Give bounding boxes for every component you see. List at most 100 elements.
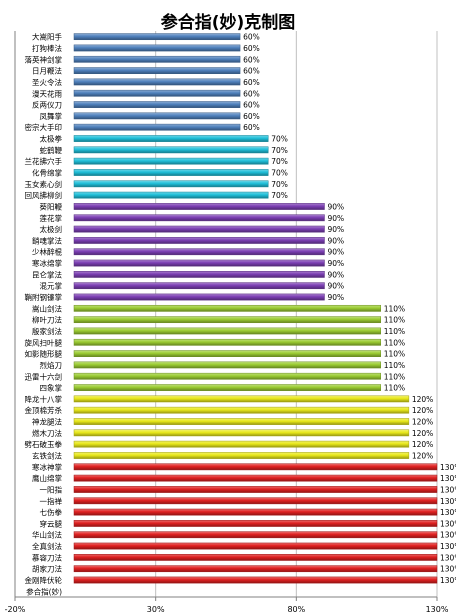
bar xyxy=(73,531,438,539)
category-label: 圣火令法 xyxy=(32,77,62,87)
category-label: 玉女素心剑 xyxy=(25,179,63,189)
bar xyxy=(73,440,410,448)
data-label: 130% xyxy=(440,542,456,551)
category-label: 落英神剑掌 xyxy=(25,54,63,64)
category-label: 穿云腿 xyxy=(40,518,63,528)
category-label: 慕容刀法 xyxy=(32,552,62,562)
data-label: 90% xyxy=(327,214,344,223)
category-label: 神龙腿法 xyxy=(32,417,62,427)
bar xyxy=(73,338,381,346)
bar xyxy=(73,565,438,573)
data-label: 130% xyxy=(440,497,456,506)
bar xyxy=(73,55,241,63)
bar xyxy=(73,372,381,380)
category-label: 太极拳 xyxy=(40,134,63,144)
bar xyxy=(73,406,410,414)
data-label: 120% xyxy=(412,418,433,427)
category-label: 鞘附钢镰掌 xyxy=(25,292,63,302)
x-tick-label: 130% xyxy=(426,605,449,614)
category-label: 漫天花雨 xyxy=(32,88,62,98)
data-label: 60% xyxy=(243,67,260,76)
bar xyxy=(73,293,325,301)
data-label: 120% xyxy=(412,395,433,404)
category-label: 莲花掌 xyxy=(40,213,63,223)
bar xyxy=(73,225,325,233)
data-label: 90% xyxy=(327,293,344,302)
data-label: 60% xyxy=(243,44,260,53)
bar xyxy=(73,497,438,505)
category-label: 寒冰绵掌 xyxy=(32,258,62,268)
data-label: 90% xyxy=(327,259,344,268)
category-label: 太极剑 xyxy=(40,224,63,234)
data-label: 130% xyxy=(440,565,456,574)
bar xyxy=(73,203,325,210)
category-label: 降龙十八掌 xyxy=(25,394,63,404)
bar xyxy=(73,112,241,120)
bar xyxy=(73,282,325,290)
category-label: 蛇鹤鞭 xyxy=(40,145,63,155)
category-label: 打狗棒法 xyxy=(32,43,62,53)
data-label: 130% xyxy=(440,508,456,517)
data-label: 60% xyxy=(243,89,260,98)
bar xyxy=(73,146,269,154)
data-label: 60% xyxy=(243,33,260,42)
category-label: 嵩山剑法 xyxy=(32,303,62,313)
data-label: 110% xyxy=(384,361,405,370)
data-label: 60% xyxy=(243,123,260,132)
data-label: 60% xyxy=(243,55,260,64)
bar xyxy=(73,576,438,584)
category-label: 銷魂掌法 xyxy=(32,235,62,245)
bar xyxy=(73,157,269,165)
data-label: 130% xyxy=(440,519,456,528)
bar xyxy=(73,304,381,312)
category-label: 鹰山绵掌 xyxy=(32,473,62,483)
data-label: 120% xyxy=(412,440,433,449)
data-label: 70% xyxy=(271,169,288,178)
bar xyxy=(73,237,325,244)
category-label: 劈石破玉拳 xyxy=(25,439,63,449)
category-label: 金刚降伏轮 xyxy=(25,575,63,585)
bar xyxy=(73,135,269,142)
data-label: 70% xyxy=(271,146,288,155)
bar xyxy=(73,271,325,278)
category-label: 反两仪刀 xyxy=(32,100,62,110)
data-label: 130% xyxy=(440,576,456,585)
data-label: 120% xyxy=(412,429,433,438)
category-label: 兰花拂穴手 xyxy=(25,156,63,166)
data-label: 90% xyxy=(327,202,344,211)
data-label: 130% xyxy=(440,463,456,472)
category-label: 全真剑法 xyxy=(32,541,62,551)
category-label: 一指禅 xyxy=(40,496,63,506)
bar xyxy=(73,44,241,52)
data-label: 120% xyxy=(412,406,433,415)
bar xyxy=(73,67,241,74)
category-label: 如影随形腿 xyxy=(25,349,63,359)
category-label: 胡家刀法 xyxy=(32,564,62,574)
bar xyxy=(73,395,410,403)
category-label: 殷家剑法 xyxy=(32,326,62,336)
category-label: 化骨绵掌 xyxy=(32,168,62,178)
category-label: 葵阳鞭 xyxy=(40,201,63,211)
data-label: 130% xyxy=(440,485,456,494)
bar xyxy=(73,123,241,131)
category-label: 一阳指 xyxy=(40,484,63,494)
data-label: 60% xyxy=(243,101,260,110)
data-label: 90% xyxy=(327,270,344,279)
chart-title: 参合指(妙)克制图 xyxy=(160,13,296,33)
bar xyxy=(73,384,381,391)
category-label: 少林醉棍 xyxy=(32,247,62,257)
data-label: 70% xyxy=(271,135,288,144)
bar xyxy=(73,429,410,437)
category-label: 昆仑掌法 xyxy=(32,269,62,279)
category-label: 凤舞掌 xyxy=(40,111,63,121)
data-label: 90% xyxy=(327,225,344,234)
data-label: 110% xyxy=(384,327,405,336)
data-label: 130% xyxy=(440,531,456,540)
category-label: 四象掌 xyxy=(40,383,63,393)
bar xyxy=(73,418,410,425)
bar xyxy=(73,169,269,176)
category-label: 华山剑法 xyxy=(32,530,62,540)
bar xyxy=(73,520,438,527)
bar xyxy=(73,463,438,471)
